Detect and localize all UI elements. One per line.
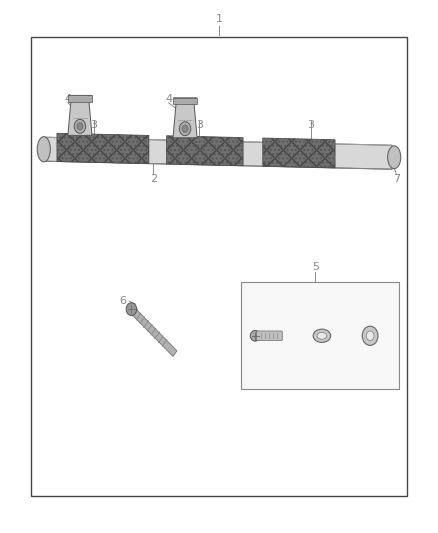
Text: 2: 2 — [150, 174, 157, 183]
Text: 3: 3 — [307, 120, 314, 130]
Circle shape — [182, 125, 188, 133]
Circle shape — [366, 331, 374, 341]
Circle shape — [126, 303, 137, 316]
Polygon shape — [57, 133, 149, 164]
Circle shape — [362, 326, 378, 345]
Polygon shape — [68, 95, 92, 135]
Polygon shape — [263, 138, 335, 168]
Text: 7: 7 — [393, 174, 400, 183]
Ellipse shape — [37, 136, 50, 162]
Text: 3: 3 — [91, 120, 98, 130]
Text: 5: 5 — [312, 262, 319, 271]
FancyBboxPatch shape — [257, 331, 283, 341]
Ellipse shape — [317, 333, 327, 340]
Ellipse shape — [313, 329, 331, 342]
Text: 3: 3 — [196, 120, 203, 130]
Polygon shape — [68, 95, 92, 102]
Text: 4: 4 — [64, 94, 71, 103]
Polygon shape — [173, 98, 197, 104]
Text: 4: 4 — [165, 94, 172, 103]
Text: 1: 1 — [215, 14, 223, 23]
Polygon shape — [130, 306, 177, 357]
Polygon shape — [46, 138, 392, 169]
Polygon shape — [173, 98, 197, 138]
Circle shape — [77, 123, 83, 130]
Circle shape — [74, 119, 86, 133]
Bar — [241, 282, 399, 389]
Circle shape — [180, 122, 191, 136]
Ellipse shape — [251, 330, 260, 341]
Ellipse shape — [388, 146, 401, 168]
Bar — [31, 37, 407, 496]
Polygon shape — [166, 136, 243, 166]
Text: 6: 6 — [119, 296, 126, 306]
